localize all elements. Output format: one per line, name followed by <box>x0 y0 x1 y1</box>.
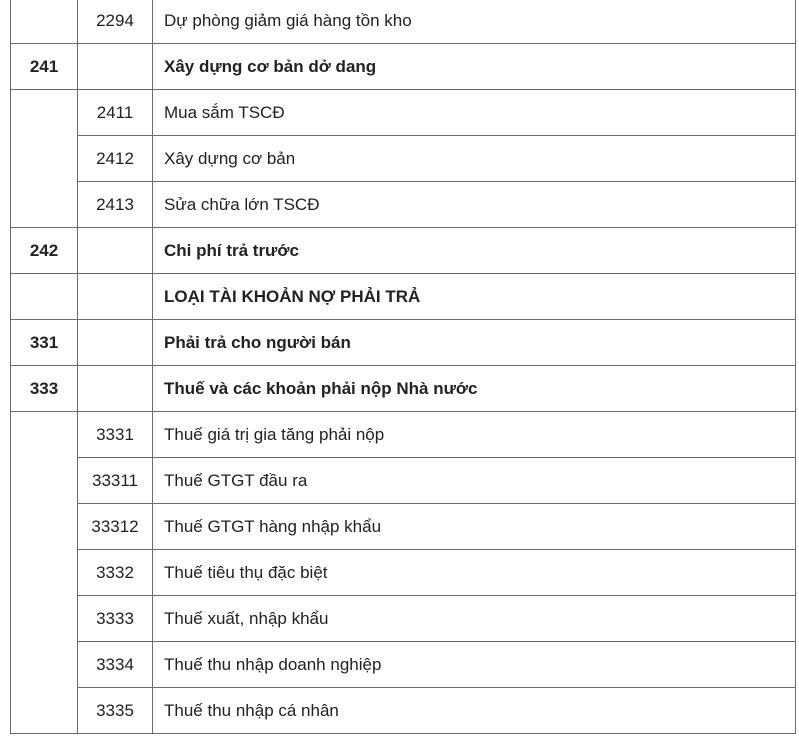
sub-account-code-cell: 2294 <box>77 0 153 44</box>
account-name-cell: Thuế GTGT đầu ra <box>152 457 796 504</box>
account-name-cell: Thuế xuất, nhập khẩu <box>152 595 796 642</box>
table-row: 331 Phải trả cho người bán <box>10 319 796 366</box>
table-row: 3334 Thuế thu nhập doanh nghiệp <box>11 641 796 688</box>
sub-account-code-cell: 2413 <box>77 181 153 228</box>
account-code-cell <box>10 411 78 734</box>
account-code-cell: 333 <box>10 365 78 412</box>
table-row: 2294 Dự phòng giảm giá hàng tồn kho <box>10 0 796 44</box>
sub-account-code-cell: 3334 <box>77 641 153 688</box>
table-row: 2413 Sửa chữa lớn TSCĐ <box>11 181 796 228</box>
sub-account-code-cell <box>77 365 153 412</box>
table-row: 3331 Thuế giá trị gia tăng phải nộp <box>10 411 796 734</box>
sub-account-code-cell: 2412 <box>77 135 153 182</box>
table-row: 2412 Xây dựng cơ bản <box>11 135 796 182</box>
account-name-cell: Mua sắm TSCĐ <box>152 89 796 136</box>
account-code-cell: 331 <box>10 319 78 366</box>
account-name-cell: Xây dựng cơ bản dở dang <box>152 43 796 90</box>
account-code-cell <box>10 89 78 228</box>
account-name-cell: Thuế thu nhập cá nhân <box>152 687 796 734</box>
table-row: LOẠI TÀI KHOẢN NỢ PHẢI TRẢ <box>10 273 796 320</box>
account-name-cell: Xây dựng cơ bản <box>152 135 796 182</box>
account-name-cell: Chi phí trả trước <box>152 227 796 274</box>
sub-account-code-cell <box>77 273 153 320</box>
sub-account-code-cell <box>77 227 153 274</box>
chart-of-accounts-table: 2294 Dự phòng giảm giá hàng tồn kho 241 Xây… <box>10 0 796 734</box>
account-code-cell: 241 <box>10 43 78 90</box>
account-name-cell: Thuế thu nhập doanh nghiệp <box>152 641 796 688</box>
account-code-cell: 242 <box>10 227 78 274</box>
table-row: 33312 Thuế GTGT hàng nhập khẩu <box>11 503 796 550</box>
sub-account-code-cell: 3335 <box>77 687 153 734</box>
sub-account-code-cell: 2411 <box>77 89 153 136</box>
table-row: 3332 Thuế tiêu thụ đặc biệt <box>11 549 796 596</box>
account-name-cell: Thuế GTGT hàng nhập khẩu <box>152 503 796 550</box>
sub-account-code-cell: 3333 <box>77 595 153 642</box>
table-row: 3333 Thuế xuất, nhập khẩu <box>11 595 796 642</box>
sub-account-code-cell: 33311 <box>77 457 153 504</box>
table-row: 242 Chi phí trả trước <box>10 227 796 274</box>
account-name-cell: Phải trả cho người bán <box>152 319 796 366</box>
account-code-cell <box>10 0 78 44</box>
table-row: 3335 Thuế thu nhập cá nhân <box>11 687 796 734</box>
account-name-cell: Thuế giá trị gia tăng phải nộp <box>152 411 796 458</box>
sub-account-code-cell: 3331 <box>77 411 153 458</box>
table-row: 2411 Mua sắm TSCĐ <box>10 89 796 228</box>
account-name-cell: Sửa chữa lớn TSCĐ <box>152 181 796 228</box>
table-row: 241 Xây dựng cơ bản dở dang <box>10 43 796 90</box>
table-row: 33311 Thuế GTGT đầu ra <box>11 457 796 504</box>
account-name-cell: LOẠI TÀI KHOẢN NỢ PHẢI TRẢ <box>152 273 796 320</box>
account-name-cell: Thuế và các khoản phải nộp Nhà nước <box>152 365 796 412</box>
sub-account-code-cell <box>77 43 153 90</box>
sub-account-code-cell: 33312 <box>77 503 153 550</box>
account-name-cell: Thuế tiêu thụ đặc biệt <box>152 549 796 596</box>
sub-account-code-cell <box>77 319 153 366</box>
account-name-cell: Dự phòng giảm giá hàng tồn kho <box>152 0 796 44</box>
account-code-cell <box>10 273 78 320</box>
table-row: 333 Thuế và các khoản phải nộp Nhà nước <box>10 365 796 412</box>
table-body: 2294 Dự phòng giảm giá hàng tồn kho 241 Xây… <box>10 0 796 734</box>
sub-account-code-cell: 3332 <box>77 549 153 596</box>
